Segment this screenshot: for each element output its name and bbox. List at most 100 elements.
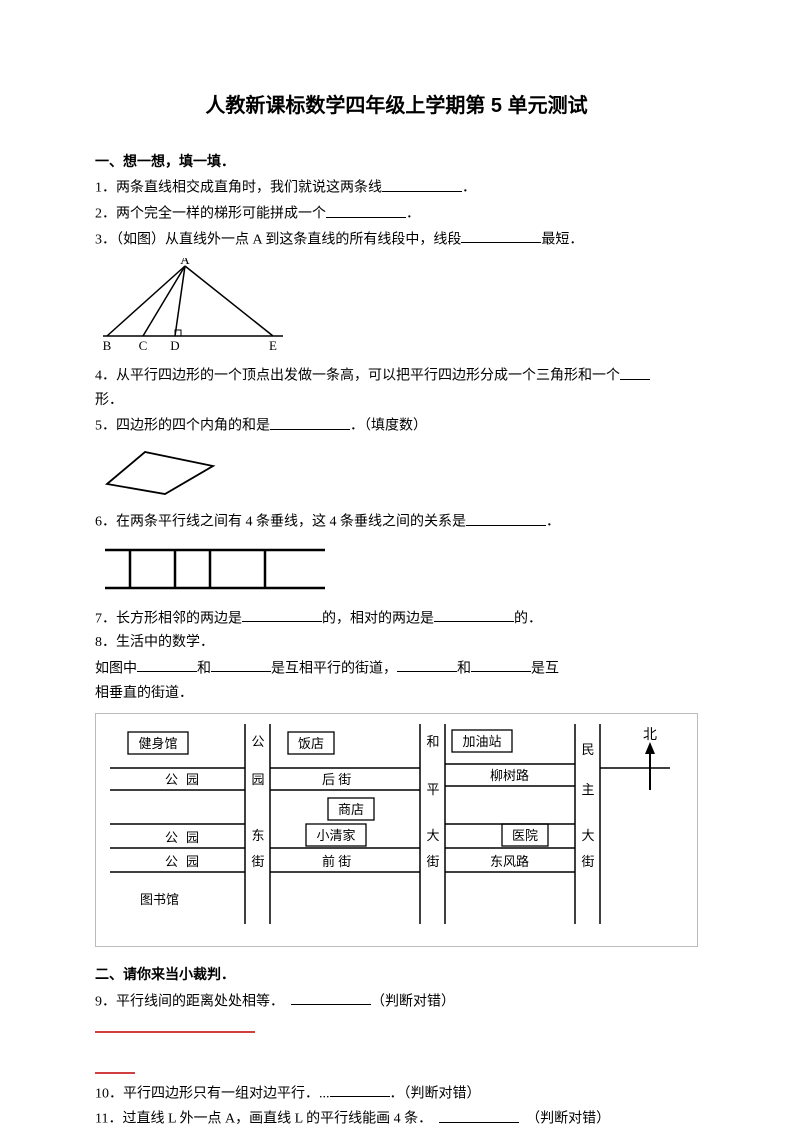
blank: [471, 657, 531, 672]
map-label-jianshen: 健身馆: [138, 736, 177, 751]
question-7: 7．长方形相邻的两边是 的，相对的两边是 的．: [95, 607, 698, 631]
map-label-gydj2: 东: [251, 828, 264, 843]
map-label-xiaoqing: 小清家: [316, 828, 355, 843]
question-9: 9．平行线间的距离处处相等． （判断对错）: [95, 990, 698, 1014]
q8-c: 是互相平行的街道，: [271, 661, 397, 676]
map-label-hp0: 和: [426, 734, 439, 749]
q8-e: 是互: [531, 661, 559, 676]
spacer: [95, 1068, 698, 1080]
street-map-figure: 健身馆 饭店 加油站 商店 小清家 医院 公园 后 街 柳树路 公园 公园 前 …: [95, 713, 698, 947]
question-1: 1．两条直线相交成直角时，我们就说这两条线 ．: [95, 176, 698, 200]
red-line-2: [95, 1061, 698, 1062]
q2-end: ．: [406, 207, 420, 222]
red-line-1: [95, 1020, 698, 1021]
question-11: 11．过直线 L 外一点 A，画直线 L 的平行线能画 4 条． （判断对错）: [95, 1107, 698, 1131]
question-6: 6．在两条平行线之间有 4 条垂线，这 4 条垂线之间的关系是 ．: [95, 510, 698, 534]
quad-svg: [95, 444, 225, 500]
q11-end: （判断对错）: [526, 1112, 610, 1127]
blank: [382, 176, 462, 191]
map-label-gydj1: 园: [251, 772, 264, 787]
q4-text-a: 4．从平行四边形的一个顶点出发做一条高，可以把平行四边形分成一个三角形和一个: [95, 369, 620, 384]
question-5: 5．四边形的四个内角的和是 ．（填度数）: [95, 414, 698, 438]
page-title: 人教新课标数学四年级上学期第 5 单元测试: [95, 90, 698, 122]
map-label-yiyuan: 医院: [512, 828, 538, 843]
blank: [270, 414, 350, 429]
map-label-gongyuan1: 公园: [165, 772, 207, 787]
map-label-mz1: 主: [581, 782, 594, 797]
question-3: 3．（如图）从直线外一点 A 到这条直线的所有线段中，线段 最短．: [95, 228, 698, 252]
q3-end: 最短．: [541, 232, 583, 247]
map-label-gongyuan3: 公园: [165, 854, 207, 869]
map-label-gongyuan2: 公园: [165, 830, 207, 845]
question-10: 10．平行四边形只有一组对边平行．... ．（判断对错）: [95, 1082, 698, 1106]
blank: [242, 607, 322, 622]
q9-text: 9．平行线间的距离处处相等．: [95, 994, 284, 1009]
blank: [461, 228, 541, 243]
map-label-hp2: 大: [426, 828, 439, 843]
map-label-houjie: 后 街: [322, 772, 351, 787]
label-e: E: [269, 338, 277, 353]
q4-text-b: 形．: [95, 393, 123, 408]
section2-header: 二、请你来当小裁判．: [95, 965, 698, 987]
label-b: B: [103, 338, 112, 353]
blank: [211, 657, 271, 672]
map-label-tushuguan: 图书馆: [140, 892, 179, 907]
q3-text: 3．（如图）从直线外一点 A 到这条直线的所有线段中，线段: [95, 232, 461, 247]
label-c: C: [139, 338, 148, 353]
q7-a: 7．长方形相邻的两边是: [95, 611, 242, 626]
map-label-mz0: 民: [581, 742, 594, 757]
street-map-svg: 健身馆 饭店 加油站 商店 小清家 医院 公园 后 街 柳树路 公园 公园 前 …: [110, 724, 670, 924]
q1-text: 1．两条直线相交成直角时，我们就说这两条线: [95, 181, 382, 196]
question-8-line1: 如图中 和 是互相平行的街道， 和 是互: [95, 657, 698, 681]
q11-text: 11．过直线 L 外一点 A，画直线 L 的平行线能画 4 条．: [95, 1112, 432, 1127]
blank: [466, 510, 546, 525]
map-label-shangdian: 商店: [338, 802, 364, 817]
blank: [291, 990, 371, 1005]
q2-text: 2．两个完全一样的梯形可能拼成一个: [95, 207, 326, 222]
q8-a: 如图中: [95, 661, 137, 676]
label-d: D: [170, 338, 179, 353]
q9-end: （判断对错）: [371, 994, 455, 1009]
parallel-svg: [95, 540, 335, 596]
map-label-qianjie: 前 街: [322, 854, 351, 869]
map-label-jiayou: 加油站: [462, 734, 501, 749]
map-label-gydj3: 街: [251, 854, 264, 869]
triangle-figure: A B C D E: [95, 258, 698, 362]
map-label-mz2: 大: [581, 828, 594, 843]
blank: [397, 657, 457, 672]
map-label-mz3: 街: [581, 854, 594, 869]
map-label-gydj0: 公: [251, 734, 264, 749]
question-4: 4．从平行四边形的一个顶点出发做一条高，可以把平行四边形分成一个三角形和一个: [95, 364, 698, 388]
label-a: A: [180, 258, 190, 267]
map-label-fandian: 饭店: [298, 736, 324, 751]
map-label-dongfeng: 东风路: [490, 854, 529, 869]
q8-d: 和: [457, 661, 471, 676]
blank: [330, 1082, 390, 1097]
q7-c: 的．: [514, 611, 542, 626]
question-4-line2: 形．: [95, 390, 698, 412]
map-label-hp3: 街: [426, 854, 439, 869]
q5-text: 5．四边形的四个内角的和是: [95, 419, 270, 434]
north-label: 北: [643, 727, 657, 743]
question-8-header: 8．生活中的数学．: [95, 632, 698, 654]
blank: [326, 202, 406, 217]
blank: [434, 607, 514, 622]
q6-text: 6．在两条平行线之间有 4 条垂线，这 4 条垂线之间的关系是: [95, 515, 466, 530]
map-label-hp1: 平: [426, 782, 439, 797]
q6-end: ．: [546, 515, 560, 530]
q7-b: 的，相对的两边是: [322, 611, 434, 626]
map-label-liushu: 柳树路: [490, 768, 529, 783]
blank: [620, 364, 650, 379]
blank: [137, 657, 197, 672]
question-8-line2: 相垂直的街道．: [95, 683, 698, 705]
q10-end: ．（判断对错）: [390, 1086, 481, 1101]
q10-text: 10．平行四边形只有一组对边平行．...: [95, 1086, 330, 1101]
blank: [439, 1107, 519, 1122]
triangle-svg: A B C D E: [95, 258, 295, 354]
q1-end: ．: [462, 181, 476, 196]
parallel-lines-figure: [95, 540, 698, 604]
quad-figure: [95, 444, 698, 508]
q8-b: 和: [197, 661, 211, 676]
question-2: 2．两个完全一样的梯形可能拼成一个 ．: [95, 202, 698, 226]
q5-end: ．（填度数）: [350, 419, 427, 434]
